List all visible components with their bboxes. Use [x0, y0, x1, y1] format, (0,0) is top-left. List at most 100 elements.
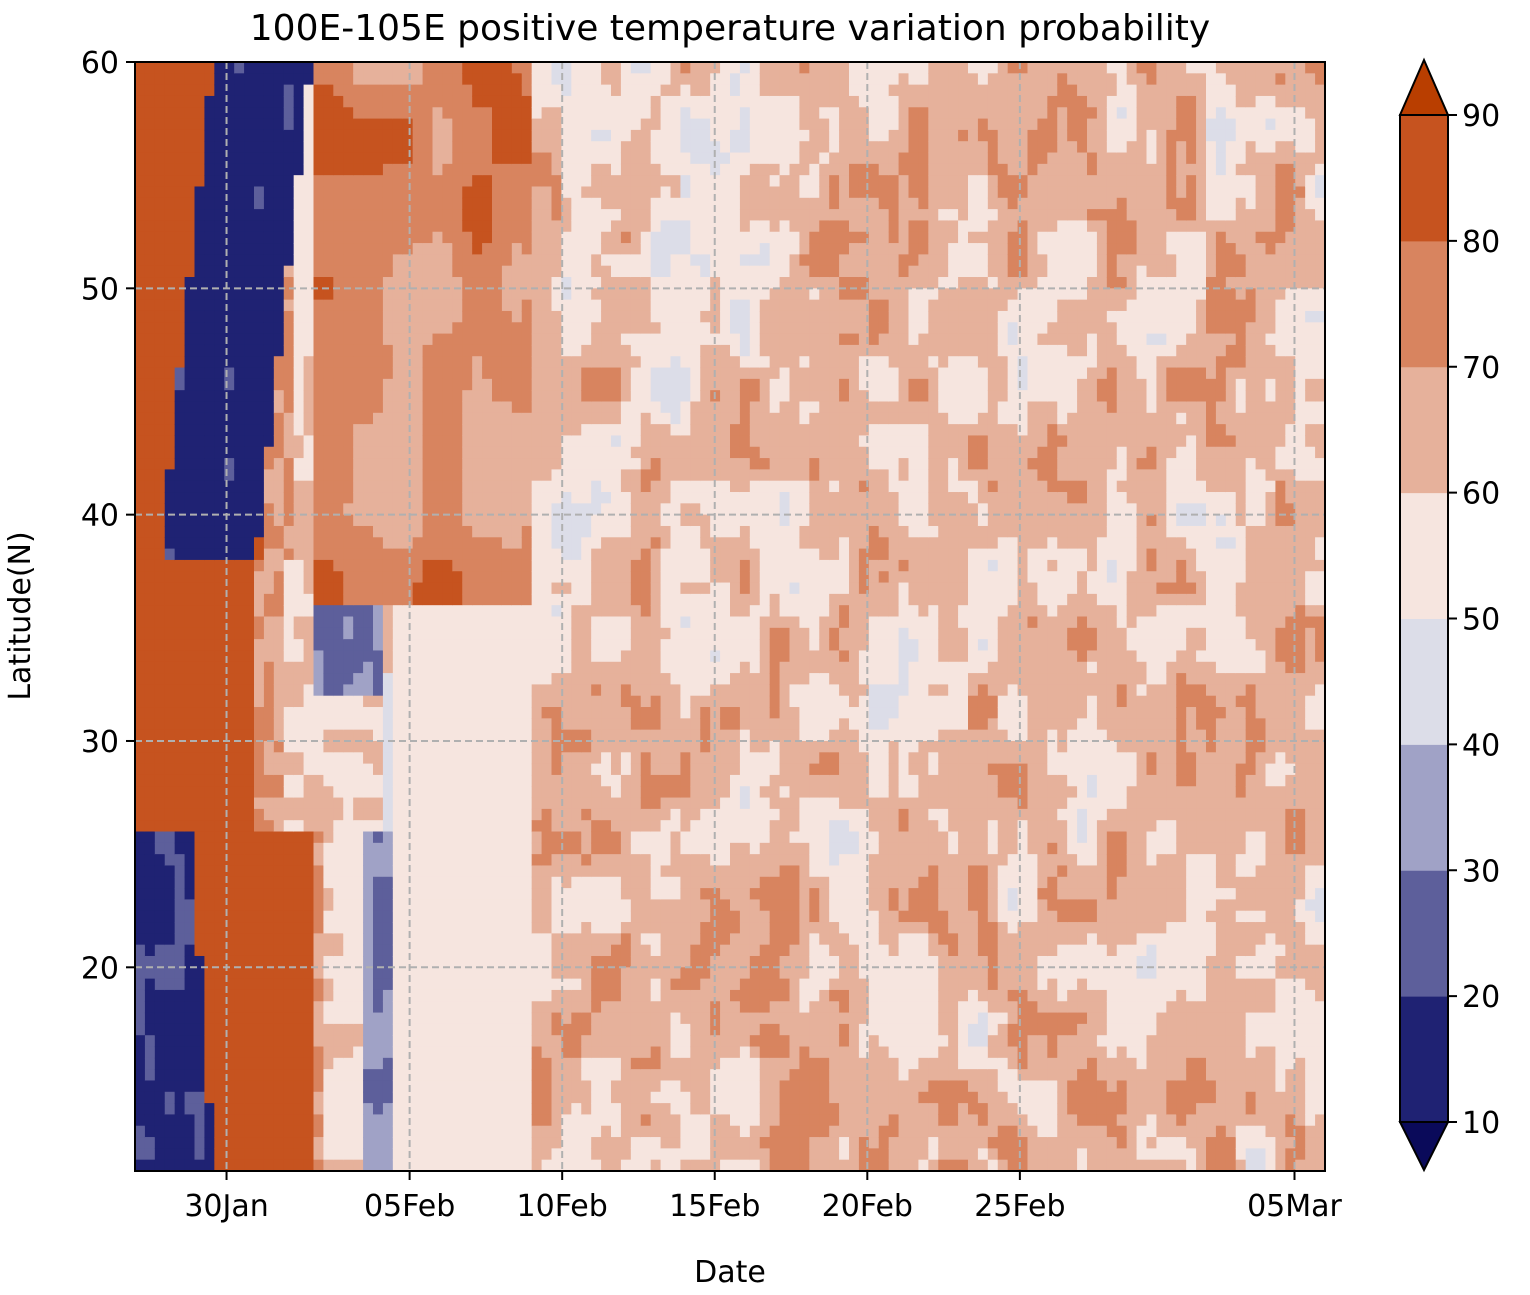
field-cell [402, 1114, 414, 1127]
field-cell [501, 503, 513, 516]
field-cell [382, 718, 394, 731]
field-cell [184, 73, 196, 86]
field-cell [432, 718, 444, 731]
field-cell [214, 571, 225, 584]
field-cell [194, 740, 206, 753]
field-cell [422, 639, 434, 652]
field-cell [204, 514, 215, 527]
field-cell [204, 865, 215, 878]
field-cell [353, 774, 364, 787]
field-cell [402, 593, 414, 606]
field-cell [154, 129, 166, 142]
field-cell [333, 480, 344, 493]
field-cell [303, 548, 315, 561]
field-cell [412, 1001, 424, 1014]
field-cell [224, 265, 235, 278]
field-cell [135, 118, 146, 131]
field-cell [561, 876, 572, 889]
field-cell [551, 797, 563, 810]
field-cell [511, 1069, 523, 1082]
field-cell [422, 356, 434, 369]
field-cell [581, 265, 592, 278]
field-cell [581, 808, 592, 821]
field-cell [561, 118, 572, 131]
field-cell [462, 1012, 473, 1025]
field-cell [551, 62, 563, 74]
field-cell [244, 876, 255, 889]
field-cell [472, 1012, 483, 1025]
field-cell [442, 1069, 453, 1082]
field-cell [135, 152, 146, 165]
field-cell [283, 888, 295, 901]
field-cell [263, 118, 275, 131]
field-cell [164, 186, 176, 199]
field-cell [303, 967, 315, 980]
field-cell [273, 254, 285, 267]
field-cell [194, 684, 206, 697]
field-cell [323, 707, 334, 719]
field-cell [135, 774, 146, 787]
field-cell [382, 1046, 394, 1059]
field-cell [144, 650, 156, 663]
field-cell [283, 1057, 295, 1070]
field-cell [204, 899, 215, 912]
field-cell [541, 209, 553, 222]
field-cell [224, 424, 235, 437]
field-cell [551, 344, 563, 357]
field-cell [581, 707, 592, 719]
field-cell [283, 537, 295, 550]
field-cell [581, 84, 592, 97]
field-cell [551, 831, 563, 844]
field-cell [313, 1103, 325, 1116]
field-cell [234, 435, 245, 448]
field-cell [283, 1125, 295, 1138]
field-cell [630, 740, 642, 753]
field-cell [244, 424, 255, 437]
field-cell [620, 492, 632, 504]
field-cell [521, 503, 533, 516]
field-cell [154, 1114, 166, 1127]
field-cell [313, 582, 325, 595]
field-cell [135, 73, 146, 86]
field-cell [462, 265, 473, 278]
field-cell [194, 310, 206, 323]
field-cell [373, 514, 384, 527]
field-cell [244, 718, 255, 731]
field-cell [382, 888, 394, 901]
field-cell [551, 197, 563, 210]
field-cell [313, 356, 325, 369]
field-cell [283, 763, 295, 776]
field-cell [482, 888, 493, 901]
field-cell [442, 933, 453, 946]
field-cell [283, 967, 295, 980]
field-cell [531, 1103, 543, 1116]
field-cell [620, 141, 632, 154]
field-cell [452, 1001, 463, 1014]
field-cell [630, 605, 642, 618]
field-cell [442, 84, 453, 97]
field-cell [531, 797, 543, 810]
field-cell [174, 888, 186, 901]
field-cell [263, 141, 275, 154]
field-cell [442, 650, 453, 663]
field-cell [333, 401, 344, 414]
field-cell [472, 1069, 483, 1082]
field-cell [164, 797, 176, 810]
field-cell [531, 1125, 543, 1138]
field-cell [293, 1080, 305, 1093]
field-cell [373, 1080, 384, 1093]
field-cell [492, 175, 503, 188]
field-cell [611, 1125, 622, 1138]
field-cell [204, 842, 215, 855]
field-cell [571, 978, 582, 991]
field-cell [392, 1023, 404, 1036]
field-cell [263, 356, 275, 369]
field-cell [135, 955, 146, 968]
field-cell [303, 378, 315, 391]
field-cell [422, 1091, 434, 1104]
field-cell [541, 899, 553, 912]
field-cell [224, 967, 235, 980]
field-cell [591, 627, 602, 640]
field-cell [561, 1035, 572, 1048]
field-cell [323, 378, 334, 391]
